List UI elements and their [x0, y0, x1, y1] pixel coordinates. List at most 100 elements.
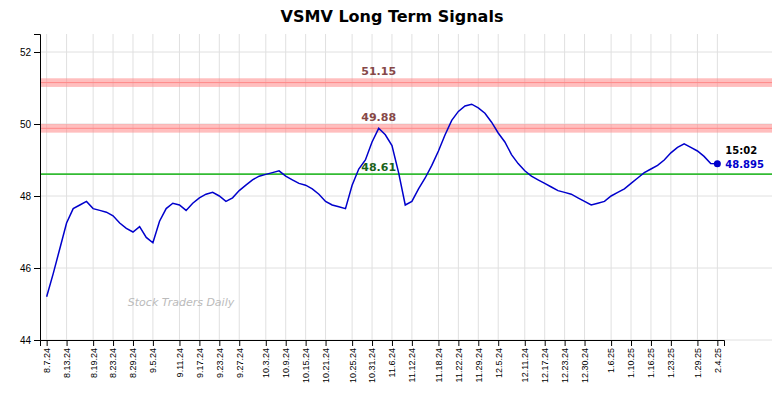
x-tick-label: 10.21.24 [321, 348, 331, 383]
x-tick-label: 1.10.25 [626, 348, 636, 378]
x-tick-label: 10.15.24 [301, 348, 311, 383]
x-tick-label: 9.23.24 [215, 348, 225, 378]
x-tick: 1.6.25 [606, 340, 616, 373]
x-tick-label: 12.30.24 [580, 348, 590, 383]
x-axis: 8.7.248.13.248.19.248.23.248.29.249.5.24… [41, 340, 725, 383]
x-tick-mark [67, 340, 68, 346]
x-tick-label: 9.27.24 [235, 348, 245, 378]
x-tick-label: 12.23.24 [560, 348, 570, 383]
y-tick-label: 46 [20, 263, 32, 274]
x-tick-mark [179, 340, 180, 346]
x-tick: 1.29.25 [693, 340, 703, 378]
x-tick-mark [47, 340, 48, 346]
x-tick-label: 8.13.24 [62, 348, 72, 378]
reference-label: 49.88 [361, 111, 396, 124]
x-tick: 8.23.24 [108, 340, 118, 378]
x-tick-mark [717, 340, 718, 346]
x-tick-mark [478, 340, 479, 346]
marks [40, 78, 772, 297]
y-tick-mark [34, 52, 40, 53]
x-tick-mark [286, 340, 287, 346]
x-tick-mark [326, 340, 327, 346]
end-point [714, 160, 721, 167]
reference-band [40, 124, 772, 133]
y-tick-mark [34, 124, 40, 125]
y-tick: 50 [20, 119, 40, 130]
x-tick-label: 10.9.24 [281, 348, 291, 378]
x-tick-label: 9.5.24 [148, 348, 158, 373]
x-tick: 9.23.24 [215, 340, 225, 378]
x-tick: 9.17.24 [195, 340, 205, 378]
title: VSMV Long Term Signals [281, 7, 504, 26]
grid-line-y [40, 52, 772, 53]
reference-label: 51.15 [361, 65, 396, 78]
x-tick: 2.4.25 [713, 340, 723, 373]
x-tick-label: 11.6.24 [387, 348, 397, 377]
x-tick-label: 11.22.24 [454, 348, 464, 382]
x-tick: 11.22.24 [454, 340, 464, 382]
x-tick-mark [697, 340, 698, 346]
grid-line-y [40, 196, 772, 197]
x-tick: 10.15.24 [301, 340, 311, 383]
x-tick-label: 1.23.25 [666, 348, 676, 378]
end-value-label: 48.895 [725, 159, 764, 170]
x-tick: 10.25.24 [347, 340, 357, 383]
chart-container: Stock Traders Daily8.7.248.13.248.19.248… [0, 0, 784, 398]
x-tick-label: 10.25.24 [347, 348, 357, 383]
x-tick-mark [565, 340, 566, 346]
grid [40, 34, 772, 340]
y-tick: 52 [20, 47, 40, 58]
x-tick-label: 1.29.25 [693, 348, 703, 378]
y-tick-label: 44 [20, 335, 32, 346]
reference-line [40, 82, 772, 83]
x-tick: 9.27.24 [235, 340, 245, 378]
x-tick: 9.5.24 [148, 340, 158, 373]
y-tick: 44 [20, 335, 40, 346]
x-tick-mark [219, 340, 220, 346]
x-tick-mark [458, 340, 459, 346]
x-tick: 8.29.24 [128, 340, 138, 378]
y-tick-label: 48 [20, 191, 32, 202]
x-tick-label: 9.11.24 [175, 348, 185, 377]
x-tick-mark [651, 340, 652, 346]
x-tick: 10.9.24 [281, 340, 291, 378]
x-tick-label: 1.16.25 [646, 348, 656, 378]
reference-line [40, 128, 772, 129]
x-tick-mark [133, 340, 134, 346]
x-tick-label: 8.29.24 [128, 348, 138, 378]
x-tick-label: 10.3.24 [261, 348, 271, 378]
x-tick: 12.23.24 [560, 340, 570, 383]
grid-line-y [40, 268, 772, 269]
x-axis-line [41, 341, 725, 347]
x-tick-mark [113, 340, 114, 346]
x-tick-mark [352, 340, 353, 346]
x-tick-mark [498, 340, 499, 346]
x-tick: 8.13.24 [62, 340, 72, 378]
x-tick: 12.17.24 [540, 340, 550, 383]
y-tick-label: 50 [20, 119, 32, 130]
x-tick-label: 11.29.24 [474, 348, 484, 382]
x-tick-mark [631, 340, 632, 346]
x-tick-label: 10.31.24 [367, 348, 377, 383]
x-tick-mark [671, 340, 672, 346]
x-tick: 9.11.24 [175, 340, 185, 377]
x-tick-mark [611, 340, 612, 346]
y-tick: 48 [20, 191, 40, 202]
x-tick-label: 9.17.24 [195, 348, 205, 378]
x-tick-label: 12.17.24 [540, 348, 550, 383]
x-tick-mark [525, 340, 526, 346]
x-tick-mark [585, 340, 586, 346]
x-tick-mark [199, 340, 200, 346]
end-time-label: 15:02 [725, 145, 757, 156]
y-axis: 44 46 48 50 52 [20, 35, 41, 346]
x-tick: 10.31.24 [367, 340, 377, 383]
price-line [47, 104, 718, 297]
y-tick-label: 52 [20, 47, 32, 58]
x-tick-mark [392, 340, 393, 346]
x-tick: 12.30.24 [580, 340, 590, 383]
x-tick-label: 2.4.25 [713, 348, 723, 373]
x-tick: 1.10.25 [626, 340, 636, 378]
chart-svg: Stock Traders Daily8.7.248.13.248.19.248… [0, 0, 784, 398]
x-tick: 10.21.24 [321, 340, 331, 383]
x-tick: 12.11.24 [520, 340, 530, 382]
